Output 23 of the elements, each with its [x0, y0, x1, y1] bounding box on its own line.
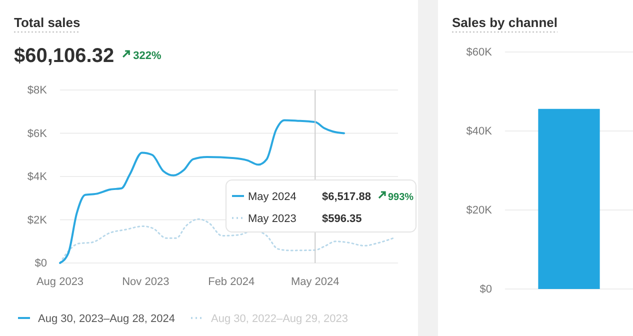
y-tick-label: $4K: [27, 171, 48, 184]
legend-label: Aug 30, 2023–Aug 28, 2024: [38, 313, 176, 325]
annotation: 993%: [388, 192, 414, 203]
y-tick-label: $60K: [466, 46, 493, 59]
text: 322%: [133, 50, 162, 62]
annotation: $596.35: [322, 213, 362, 225]
y-tick-label: $40K: [466, 126, 493, 138]
y-tick-label: $6K: [27, 128, 48, 140]
x-tick-label: May 2024: [290, 276, 340, 288]
y-tick-label: $8K: [27, 84, 48, 97]
annotation: May 2024: [248, 191, 296, 203]
x-tick-label: Feb 2024: [208, 276, 255, 288]
chart-title: Total sales: [14, 15, 80, 30]
y-tick-label: $20K: [466, 204, 493, 217]
annotation: May 2023: [248, 213, 296, 225]
y-tick-label: $0: [480, 284, 492, 296]
y-tick-label: $2K: [27, 214, 48, 226]
x-tick-label: Nov 2023: [122, 276, 170, 288]
y-tick-label: $0: [34, 258, 47, 270]
chart-subtitle: $60,106.32: [14, 45, 114, 67]
annotation: $6,517.88: [322, 191, 371, 203]
x-tick-label: Aug 2023: [36, 276, 84, 288]
chart-title: Sales by channel: [452, 15, 558, 30]
